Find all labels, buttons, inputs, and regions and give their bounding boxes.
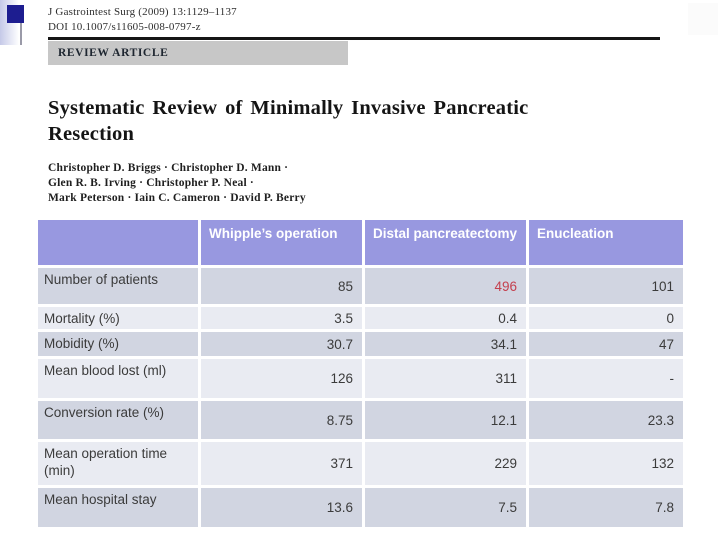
table-value: 7.8 <box>529 488 683 527</box>
table-value: 85 <box>201 268 362 304</box>
table-value: 311 <box>365 359 526 398</box>
row-label: Mean blood lost (ml) <box>38 359 198 398</box>
journal-citation-line2: DOI 10.1007/s11605-008-0797-z <box>48 20 201 33</box>
table-corner-cell <box>38 220 198 265</box>
table-value: 30.7 <box>201 332 362 356</box>
paper-authors: Christopher D. Briggs · Christopher D. M… <box>48 161 306 206</box>
slide-corner-placeholder <box>688 3 718 35</box>
table-value: 0.4 <box>365 307 526 329</box>
table-value: 23.3 <box>529 401 683 439</box>
table-value: 47 <box>529 332 683 356</box>
slide-accent-tick <box>20 23 22 45</box>
row-label: Conversion rate (%) <box>38 401 198 439</box>
row-label: Number of patients <box>38 268 198 304</box>
slide-accent-square <box>7 5 24 23</box>
authors-line: Mark Peterson · Iain C. Cameron · David … <box>48 192 306 204</box>
row-label: Mean operation time (min) <box>38 442 198 485</box>
table-value: 34.1 <box>365 332 526 356</box>
header-rule <box>48 37 660 40</box>
table-value: 3.5 <box>201 307 362 329</box>
column-header: Enucleation <box>529 220 683 265</box>
table-value: 496 <box>365 268 526 304</box>
paper-title: Systematic Review of Minimally Invasive … <box>48 97 529 145</box>
table-value: 132 <box>529 442 683 485</box>
authors-line: Christopher D. Briggs · Christopher D. M… <box>48 162 289 174</box>
section-label: REVIEW ARTICLE <box>48 40 348 65</box>
table-value: 371 <box>201 442 362 485</box>
row-label: Mortality (%) <box>38 307 198 329</box>
journal-citation-line1: J Gastrointest Surg (2009) 13:1129–1137 <box>48 6 237 18</box>
table-value: - <box>529 359 683 398</box>
table-value: 13.6 <box>201 488 362 527</box>
table-value: 8.75 <box>201 401 362 439</box>
table-value: 12.1 <box>365 401 526 439</box>
table-value: 0 <box>529 307 683 329</box>
table-value: 229 <box>365 442 526 485</box>
results-table: Whipple’s operation Distal pancreatectomy… <box>38 220 683 527</box>
table-value: 126 <box>201 359 362 398</box>
table-value: 101 <box>529 268 683 304</box>
table-value: 7.5 <box>365 488 526 527</box>
row-label: Mobidity (%) <box>38 332 198 356</box>
authors-line: Glen R. B. Irving · Christopher P. Neal … <box>48 177 254 189</box>
journal-citation: J Gastrointest Surg (2009) 13:1129–1137 … <box>48 5 237 34</box>
column-header: Whipple’s operation <box>201 220 362 265</box>
row-label: Mean hospital stay <box>38 488 198 527</box>
column-header: Distal pancreatectomy <box>365 220 526 265</box>
